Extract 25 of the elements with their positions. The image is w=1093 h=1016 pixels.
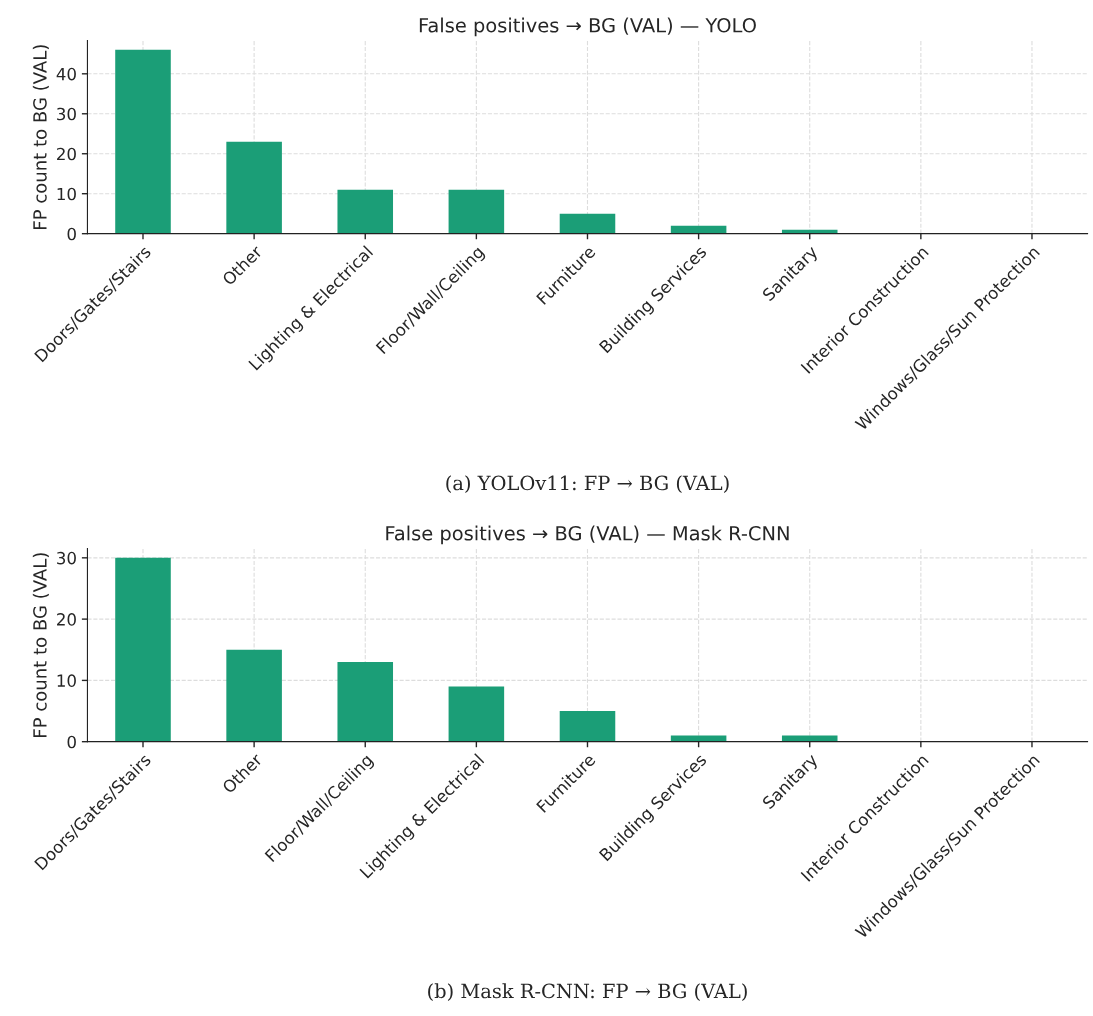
y-tick-label: 30 xyxy=(57,551,76,565)
bar xyxy=(226,649,282,742)
y-tick-label: 20 xyxy=(57,613,76,626)
chart-title: False positives → BG (VAL) — YOLO xyxy=(419,17,756,37)
y-axis-title: FP count to BG (VAL) xyxy=(32,45,49,229)
bar xyxy=(226,141,282,234)
y-tick-label: 10 xyxy=(57,674,76,687)
y-tick-label: 0 xyxy=(67,735,76,749)
y-tick-label: 40 xyxy=(56,67,76,81)
y-tick-label: 30 xyxy=(57,107,76,121)
chart-title: False positives → BG (VAL) — Mask R-CNN xyxy=(386,525,789,545)
bar xyxy=(115,49,171,234)
y-tick-label: 0 xyxy=(67,227,76,241)
bar xyxy=(115,557,171,742)
bar xyxy=(559,711,616,742)
bar xyxy=(337,662,394,742)
y-tick-label: 10 xyxy=(57,187,76,201)
bar xyxy=(559,213,616,234)
bar xyxy=(448,686,505,742)
text: (b) Mask R-CNN: FP → BG (VAL) xyxy=(428,983,747,1002)
y-tick-label: 20 xyxy=(57,147,76,161)
bar xyxy=(337,189,394,234)
text: (a) YOLOv11: FP → BG (VAL) xyxy=(446,475,729,494)
bar xyxy=(448,189,505,234)
y-axis-title: FP count to BG (VAL) xyxy=(32,553,49,737)
